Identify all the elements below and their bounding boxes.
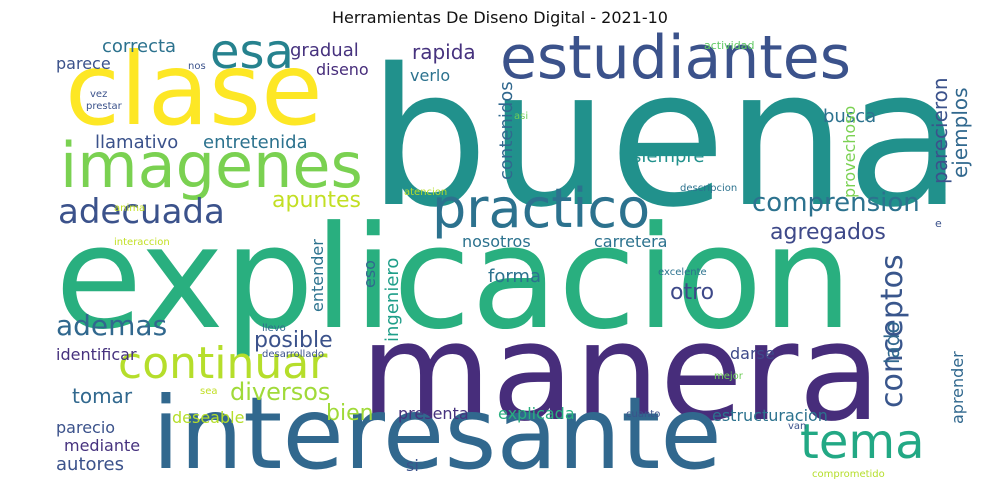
word-interesante: interesante [152, 375, 722, 492]
word-explicada: explicada [498, 404, 575, 423]
word-mejor: mejor [714, 371, 743, 382]
word-identificar: identificar [56, 345, 137, 364]
word-deseable: deseable [172, 408, 245, 427]
word-practico: practico [432, 177, 651, 240]
word-estudiantes: estudiantes [500, 23, 851, 93]
word-gradual: gradual [290, 40, 359, 61]
word-tema: tema [800, 414, 925, 470]
word-entretenida: entretenida [203, 132, 308, 153]
word-diseno: diseno [316, 60, 369, 79]
word-presenta: presenta [398, 404, 469, 423]
word-actividad: actividad [704, 39, 755, 52]
word-mediante: mediante [64, 436, 141, 455]
word-excelente: excelente [658, 267, 707, 278]
word-estructuracion: estructuracion [712, 406, 828, 425]
word-bien: bien [326, 401, 374, 426]
word-contenidos: contenidos [496, 81, 517, 180]
word-desarrollado: desarrollado [262, 349, 324, 360]
word-adecuada: adecuada [58, 192, 225, 232]
word-parecio: parecio [56, 418, 116, 437]
word-ademas: ademas [56, 309, 168, 342]
word-ejemplos: ejemplos [948, 87, 972, 178]
word-imagenes: imagenes [60, 129, 363, 202]
word-siempre: siempre [632, 146, 705, 167]
word-asi: asi [514, 111, 529, 122]
word-clase: clase [65, 31, 323, 148]
word-aprender: aprender [948, 351, 967, 424]
word-lado: lado [880, 321, 904, 364]
word-entender: entender [308, 239, 327, 312]
word-cuanto: cuanto [626, 409, 661, 420]
word-diversos: diversos [230, 378, 331, 406]
word-correcta: correcta [102, 36, 177, 57]
word-agregados: agregados [770, 220, 886, 245]
word-provechoso: provechoso [840, 105, 859, 198]
word-apuntes: apuntes [272, 188, 361, 213]
word-verlo: verlo [410, 66, 451, 85]
word-parece: parece [56, 54, 111, 73]
word-llamativo: llamativo [95, 132, 179, 153]
word-posible: posible [254, 328, 333, 353]
word-busca: busca [823, 106, 877, 127]
word-descripcion: descripcion [680, 183, 738, 194]
word-manera: manera [360, 294, 882, 451]
word-rapida: rapida [412, 40, 476, 64]
word-interaccion: interaccion [114, 237, 170, 248]
word-vez: vez [90, 89, 108, 100]
word-prestar: prestar [86, 101, 122, 112]
word-buena: buena [368, 28, 963, 249]
word-van: van [788, 421, 807, 432]
word-darse: darse [730, 344, 775, 363]
word-otro: otro [670, 280, 715, 305]
word-e: e [935, 217, 942, 230]
word-parecieron: parecieron [928, 77, 952, 184]
word-forma: forma [488, 266, 541, 287]
word-carretera: carretera [594, 232, 668, 251]
word-sea: sea [200, 386, 218, 397]
word-anima: anima [114, 203, 146, 214]
word-si: si [406, 456, 419, 475]
word-nos: nos [188, 61, 206, 72]
word-tomar: tomar [72, 384, 133, 408]
word-ingeniero: ingeniero [382, 257, 403, 342]
word-explicacion: explicacion [55, 196, 853, 361]
word-nosotros: nosotros [462, 232, 531, 251]
chart-title: Herramientas De Diseno Digital - 2021-10 [332, 8, 668, 27]
word-eso: eso [360, 260, 379, 288]
word-atencion: atencion [404, 187, 448, 198]
word-comprension: comprension [752, 188, 920, 218]
word-autores: autores [56, 454, 124, 475]
word-comprometido: comprometido [812, 469, 885, 480]
word-llevo: llevo [262, 323, 286, 334]
word-continuar: continuar [118, 338, 328, 389]
word-esa: esa [210, 24, 294, 80]
